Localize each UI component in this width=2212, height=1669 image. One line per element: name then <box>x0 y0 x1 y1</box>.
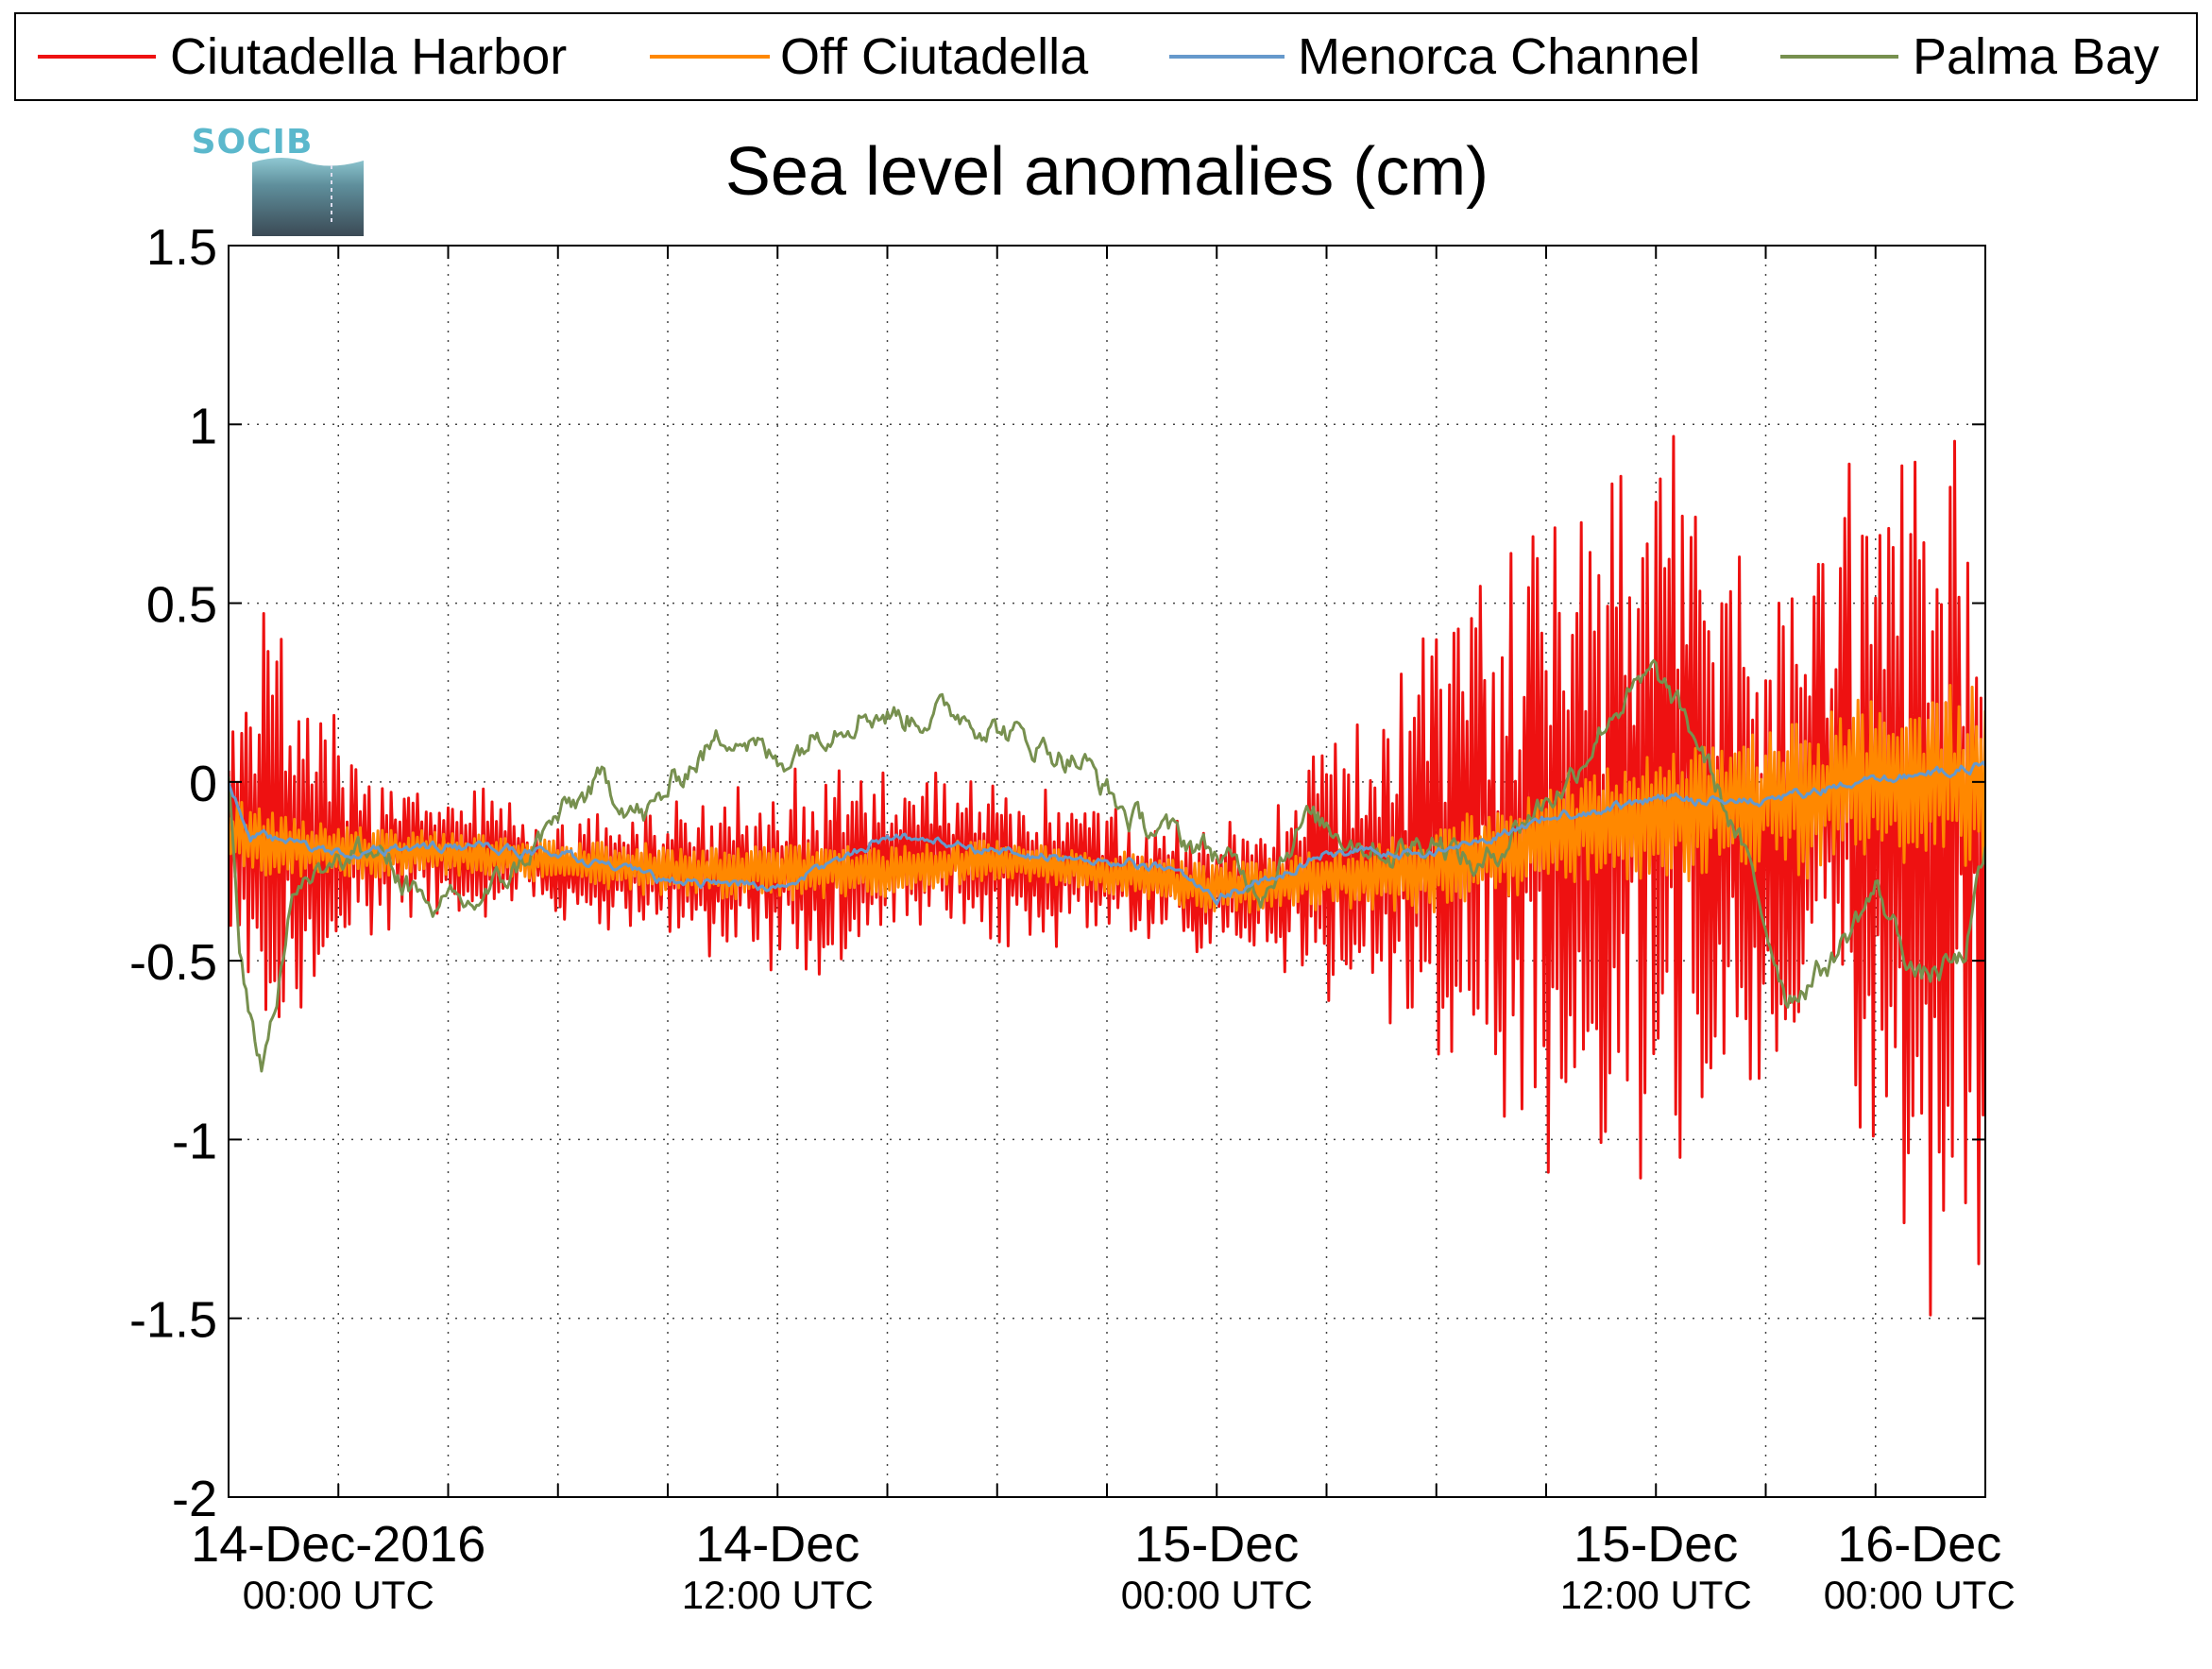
x-tick-label-time: 12:00 UTC <box>1560 1573 1752 1617</box>
legend: Ciutadella Harbor Off Ciutadella Menorca… <box>14 12 2198 101</box>
y-tick-label: 1.5 <box>146 219 217 276</box>
tick-layer <box>229 245 1985 1498</box>
y-tick-label: 1 <box>189 398 217 454</box>
y-tick-label: -2 <box>172 1471 217 1527</box>
y-tick-label: 0.5 <box>146 577 217 634</box>
legend-label-ciutadella-harbor: Ciutadella Harbor <box>170 28 567 85</box>
x-tick-label-time: 12:00 UTC <box>682 1573 874 1617</box>
legend-item-menorca-channel: Menorca Channel <box>1169 28 1700 85</box>
x-tick-label-date: 14-Dec-2016 <box>191 1516 485 1573</box>
socib-logo-water <box>252 158 364 236</box>
series-layer <box>229 434 1985 1317</box>
x-tick-label-time: 00:00 UTC <box>1824 1573 2016 1617</box>
socib-logo-text: SOCIB <box>192 123 314 162</box>
series-line-menorca-channel <box>229 760 1985 906</box>
x-tick-label-time: 00:00 UTC <box>1121 1573 1313 1617</box>
y-tick-label: -0.5 <box>129 934 217 991</box>
legend-label-palma-bay: Palma Bay <box>1913 28 2159 85</box>
legend-item-off-ciutadella: Off Ciutadella <box>650 28 1089 85</box>
y-tick-labels: 1.5 1 0.5 0 -0.5 -1 -1.5 -2 <box>129 219 217 1527</box>
socib-logo: SOCIB <box>192 123 364 236</box>
legend-item-ciutadella-harbor: Ciutadella Harbor <box>38 28 567 85</box>
x-tick-label-time: 00:00 UTC <box>243 1573 434 1617</box>
y-tick-label: -1.5 <box>129 1292 217 1349</box>
legend-label-menorca-channel: Menorca Channel <box>1298 28 1700 85</box>
legend-item-palma-bay: Palma Bay <box>1780 28 2159 85</box>
legend-label-off-ciutadella: Off Ciutadella <box>780 28 1089 85</box>
x-tick-label-date: 15-Dec <box>1134 1516 1299 1573</box>
y-tick-label: 0 <box>189 756 217 812</box>
x-tick-label-date: 16-Dec <box>1837 1516 2001 1573</box>
y-tick-label: -1 <box>172 1113 217 1169</box>
x-tick-label-date: 15-Dec <box>1574 1516 1738 1573</box>
chart-title: Sea level anomalies (cm) <box>725 134 1489 210</box>
x-tick-label-date: 14-Dec <box>695 1516 859 1573</box>
